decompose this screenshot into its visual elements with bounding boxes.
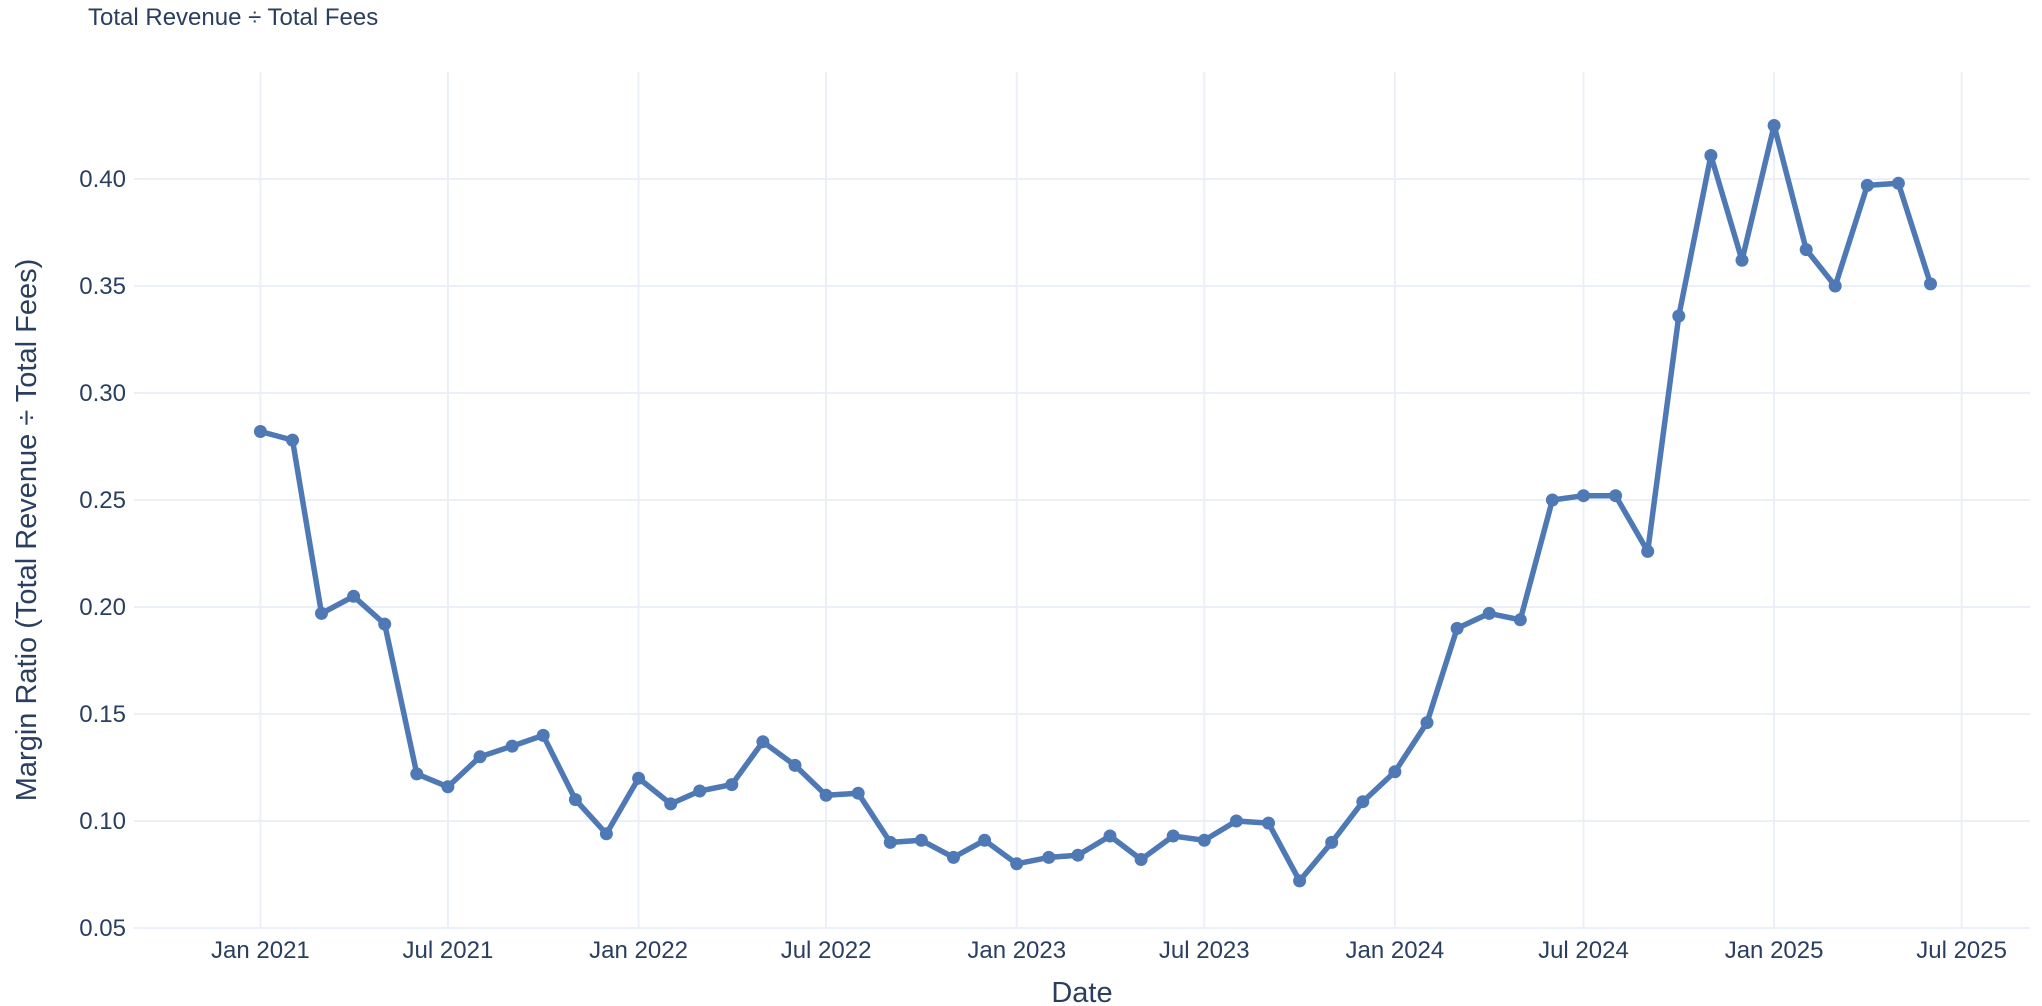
x-tick-label: Jan 2022 xyxy=(589,937,688,964)
data-point xyxy=(286,433,299,447)
y-tick-label: 0.05 xyxy=(79,915,126,942)
y-axis-title: Margin Ratio (Total Revenue ÷ Total Fees… xyxy=(11,259,43,801)
data-point xyxy=(725,778,739,792)
y-tick-label: 0.10 xyxy=(79,808,126,835)
x-tick-label: Jan 2021 xyxy=(211,937,310,964)
data-point xyxy=(1577,489,1590,503)
x-tick-label: Jul 2023 xyxy=(1159,937,1250,964)
data-point xyxy=(1229,814,1243,828)
data-point xyxy=(1860,178,1874,192)
x-tick-label: Jul 2021 xyxy=(403,937,494,964)
data-point xyxy=(693,784,707,798)
data-point xyxy=(1293,874,1307,888)
y-tick-label: 0.20 xyxy=(79,594,126,621)
data-point xyxy=(1388,765,1402,779)
data-point xyxy=(347,589,361,603)
data-point xyxy=(1545,493,1559,507)
x-tick-label: Jul 2025 xyxy=(1916,937,2007,964)
data-point xyxy=(1924,277,1937,291)
data-point xyxy=(536,728,550,742)
data-point xyxy=(1609,489,1623,503)
x-tick-label: Jul 2022 xyxy=(781,937,872,964)
data-point xyxy=(1262,816,1275,830)
data-point xyxy=(599,827,613,841)
data-point xyxy=(1071,848,1085,862)
data-point xyxy=(378,617,392,631)
data-point xyxy=(1134,853,1148,866)
data-point xyxy=(947,850,960,864)
data-point xyxy=(1767,119,1781,132)
x-tick-label: Jul 2024 xyxy=(1538,937,1629,964)
data-point xyxy=(410,767,424,781)
data-point xyxy=(1166,829,1180,843)
data-point xyxy=(1641,544,1655,558)
data-point xyxy=(978,833,992,847)
data-point xyxy=(1356,795,1370,809)
data-point xyxy=(819,788,833,802)
data-point xyxy=(315,606,328,620)
horizontal-gridlines xyxy=(134,178,2030,929)
data-point xyxy=(1420,716,1434,730)
x-axis-tick-labels: Jan 2021 Jul 2021 Jan 2022 Jul 2022 Jan 2023… xyxy=(211,937,2007,964)
data-point-markers xyxy=(253,119,1937,888)
data-point xyxy=(1704,149,1718,162)
y-tick-label: 0.40 xyxy=(79,166,126,193)
y-tick-label: 0.35 xyxy=(79,273,126,300)
data-point xyxy=(1197,833,1211,847)
data-point xyxy=(1513,613,1527,627)
data-point xyxy=(441,780,455,794)
data-point xyxy=(851,786,865,800)
data-point xyxy=(664,797,678,811)
data-point xyxy=(473,750,487,764)
x-tick-label: Jan 2024 xyxy=(1346,937,1445,964)
data-point xyxy=(505,739,519,753)
x-tick-label: Jan 2023 xyxy=(967,937,1066,964)
data-point xyxy=(883,835,897,849)
margin-ratio-line xyxy=(257,122,1934,884)
y-tick-label: 0.15 xyxy=(79,701,126,728)
data-point xyxy=(568,793,582,807)
y-axis-tick-labels: 0.05 0.10 0.15 0.20 0.25 0.30 0.35 0.40 xyxy=(79,166,126,942)
data-point xyxy=(1891,176,1905,190)
data-point xyxy=(1672,309,1686,323)
data-point xyxy=(756,735,770,749)
data-point xyxy=(1042,850,1056,864)
data-point xyxy=(632,771,646,785)
data-point xyxy=(1103,829,1117,843)
chart-subtitle: Total Revenue ÷ Total Fees xyxy=(88,4,379,31)
data-point xyxy=(1450,621,1464,635)
data-point xyxy=(914,833,928,847)
data-point xyxy=(1735,253,1749,267)
data-point xyxy=(1325,835,1339,849)
data-point xyxy=(1828,279,1842,293)
data-point xyxy=(788,758,802,772)
data-point xyxy=(1010,857,1024,871)
x-axis-title: Date xyxy=(1051,977,1112,1006)
x-tick-label: Jan 2025 xyxy=(1725,937,1824,964)
y-tick-label: 0.30 xyxy=(79,380,126,407)
data-point xyxy=(1482,606,1496,620)
data-point xyxy=(253,425,267,438)
data-point xyxy=(1799,243,1813,257)
y-tick-label: 0.25 xyxy=(79,487,126,514)
